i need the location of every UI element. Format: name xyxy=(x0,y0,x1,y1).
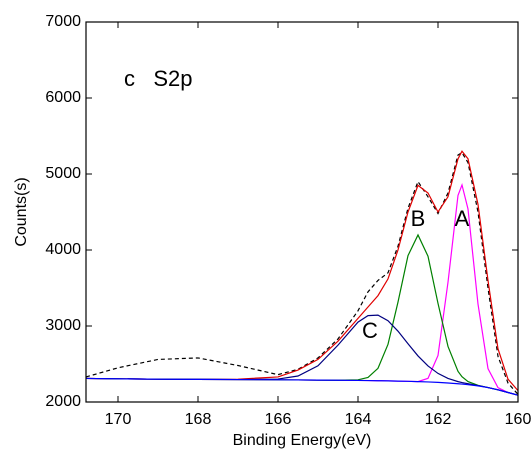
x-tick-label: 164 xyxy=(345,411,372,428)
x-axis-title: Binding Energy(eV) xyxy=(233,432,372,449)
y-tick-label: 2000 xyxy=(45,393,81,410)
annotation: c S2p xyxy=(124,66,192,91)
series-line xyxy=(85,233,519,396)
plot-frame xyxy=(85,21,519,403)
peak-label: C xyxy=(362,318,378,343)
y-tick-label: 6000 xyxy=(45,89,81,106)
series-line xyxy=(85,151,519,395)
series-line xyxy=(85,150,519,391)
x-tick-label: 170 xyxy=(105,411,132,428)
x-tick-label: 168 xyxy=(185,411,212,428)
y-tick-label: 3000 xyxy=(45,317,81,334)
y-tick-label: 7000 xyxy=(45,13,81,30)
y-tick-label: 5000 xyxy=(45,165,81,182)
x-tick-label: 166 xyxy=(265,411,292,428)
series-line xyxy=(85,377,519,396)
peak-label: B xyxy=(411,206,426,231)
x-tick-label: 160 xyxy=(505,411,531,428)
peak-label: A xyxy=(455,206,470,231)
y-tick-label: 4000 xyxy=(45,241,81,258)
series-line xyxy=(85,182,519,396)
x-tick-label: 162 xyxy=(425,411,452,428)
y-axis-title: Counts(s) xyxy=(13,177,30,246)
